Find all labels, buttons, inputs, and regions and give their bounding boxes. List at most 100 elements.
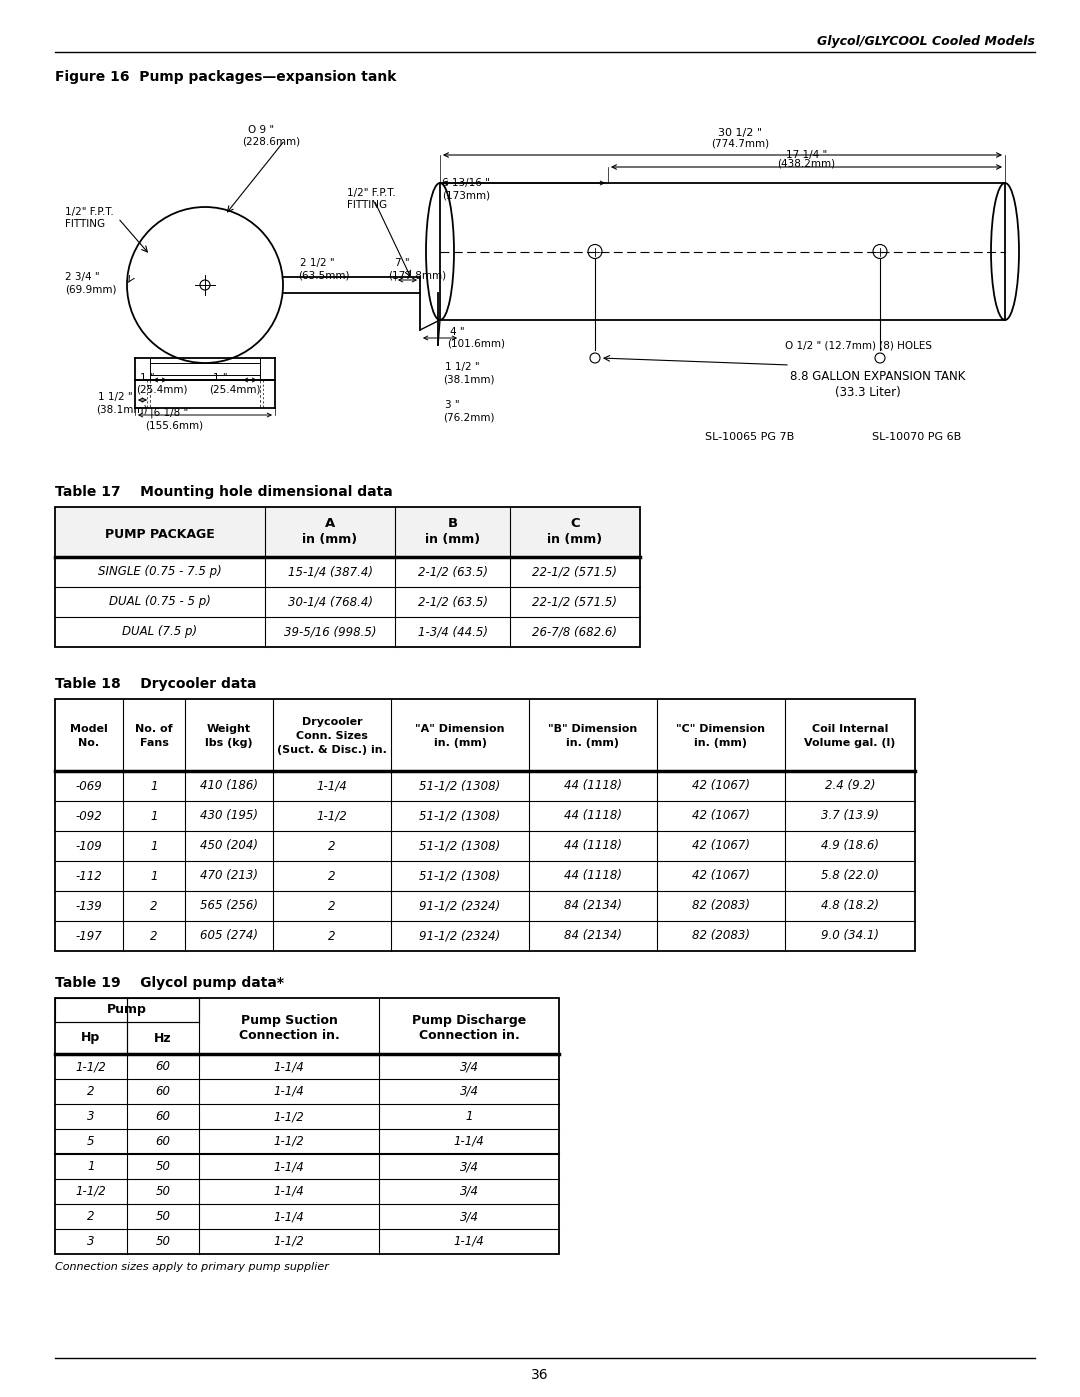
- Text: 2 3/4 ": 2 3/4 ": [65, 272, 99, 282]
- Text: Weight: Weight: [207, 724, 251, 733]
- Bar: [55, 997, 559, 1255]
- Text: (76.2mm): (76.2mm): [443, 412, 495, 422]
- Text: 60: 60: [156, 1060, 171, 1073]
- Text: 8.8 GALLON EXPANSION TANK: 8.8 GALLON EXPANSION TANK: [789, 370, 966, 383]
- Text: 565 (256): 565 (256): [200, 900, 258, 912]
- Text: 44 (1118): 44 (1118): [564, 809, 622, 823]
- Text: 50: 50: [156, 1160, 171, 1173]
- Text: in (mm): in (mm): [302, 534, 357, 546]
- Text: "C" Dimension: "C" Dimension: [676, 724, 766, 733]
- Text: -092: -092: [76, 809, 103, 823]
- Text: -139: -139: [76, 900, 103, 912]
- Text: 1 1/2 ": 1 1/2 ": [445, 362, 480, 372]
- Text: (155.6mm): (155.6mm): [145, 420, 203, 430]
- Text: 51-1/2 (1308): 51-1/2 (1308): [419, 780, 501, 792]
- Text: 470 (213): 470 (213): [200, 869, 258, 883]
- Text: Pump: Pump: [107, 1003, 147, 1017]
- Text: 51-1/2 (1308): 51-1/2 (1308): [419, 809, 501, 823]
- Text: 1-1/4: 1-1/4: [454, 1235, 484, 1248]
- Text: Table 18    Drycooler data: Table 18 Drycooler data: [55, 678, 257, 692]
- Text: 1: 1: [150, 809, 158, 823]
- Text: 5: 5: [87, 1134, 95, 1148]
- Text: 3/4: 3/4: [459, 1060, 478, 1073]
- Text: "A" Dimension: "A" Dimension: [415, 724, 504, 733]
- Text: 17 1/4 ": 17 1/4 ": [786, 149, 827, 161]
- Text: 1-1/4: 1-1/4: [273, 1060, 305, 1073]
- Text: -197: -197: [76, 929, 103, 943]
- Text: 1: 1: [150, 869, 158, 883]
- Text: 1-1/4: 1-1/4: [273, 1085, 305, 1098]
- Text: Connection in.: Connection in.: [419, 1030, 519, 1042]
- Text: Connection sizes apply to primary pump supplier: Connection sizes apply to primary pump s…: [55, 1261, 329, 1273]
- Text: 3/4: 3/4: [459, 1085, 478, 1098]
- Text: (38.1mm): (38.1mm): [443, 374, 495, 384]
- Text: 2: 2: [150, 900, 158, 912]
- Text: 84 (2134): 84 (2134): [564, 900, 622, 912]
- Text: in. (mm): in. (mm): [694, 738, 747, 747]
- Text: No. of: No. of: [135, 724, 173, 733]
- Text: 3/4: 3/4: [459, 1185, 478, 1199]
- Bar: [55, 997, 199, 1023]
- Text: 3/4: 3/4: [459, 1160, 478, 1173]
- Text: SINGLE (0.75 - 7.5 p): SINGLE (0.75 - 7.5 p): [98, 566, 221, 578]
- Text: 1-1/4: 1-1/4: [273, 1185, 305, 1199]
- Text: (Suct. & Disc.) in.: (Suct. & Disc.) in.: [278, 745, 387, 754]
- Text: 1 ": 1 ": [213, 373, 228, 383]
- Text: 3: 3: [87, 1235, 95, 1248]
- Text: 1: 1: [150, 780, 158, 792]
- Text: Pump Suction: Pump Suction: [241, 1014, 337, 1027]
- Text: DUAL (0.75 - 5 p): DUAL (0.75 - 5 p): [109, 595, 211, 609]
- Bar: [55, 507, 640, 557]
- Text: Glycol/GLYCOOL Cooled Models: Glycol/GLYCOOL Cooled Models: [818, 35, 1035, 47]
- Text: Coil Internal: Coil Internal: [812, 724, 888, 733]
- Text: 91-1/2 (2324): 91-1/2 (2324): [419, 929, 501, 943]
- Text: SL-10065 PG 7B: SL-10065 PG 7B: [705, 432, 794, 441]
- Text: -112: -112: [76, 869, 103, 883]
- Text: Hz: Hz: [154, 1031, 172, 1045]
- Text: 39-5/16 (998.5): 39-5/16 (998.5): [284, 626, 376, 638]
- Text: 1-1/4: 1-1/4: [273, 1210, 305, 1222]
- Text: O 9 ": O 9 ": [248, 124, 274, 136]
- Text: (25.4mm): (25.4mm): [210, 386, 260, 395]
- Text: 22-1/2 (571.5): 22-1/2 (571.5): [532, 566, 618, 578]
- Text: 36: 36: [531, 1368, 549, 1382]
- Text: 1-1/2: 1-1/2: [273, 1235, 305, 1248]
- Text: 2: 2: [328, 869, 336, 883]
- Text: (25.4mm): (25.4mm): [136, 386, 188, 395]
- Text: 2: 2: [87, 1085, 95, 1098]
- Text: 1-1/4: 1-1/4: [316, 780, 348, 792]
- Text: 1-1/4: 1-1/4: [454, 1134, 484, 1148]
- Text: (774.7mm): (774.7mm): [711, 138, 769, 148]
- Text: 2: 2: [87, 1210, 95, 1222]
- Bar: [55, 698, 915, 951]
- Text: 4.8 (18.2): 4.8 (18.2): [821, 900, 879, 912]
- Text: 2: 2: [150, 929, 158, 943]
- Text: 1-1/2: 1-1/2: [76, 1060, 106, 1073]
- Text: 1-1/2: 1-1/2: [316, 809, 348, 823]
- Text: Volume gal. (l): Volume gal. (l): [805, 738, 895, 747]
- Text: Figure 16  Pump packages—expansion tank: Figure 16 Pump packages—expansion tank: [55, 70, 396, 84]
- Text: 60: 60: [156, 1085, 171, 1098]
- Text: 1/2" F.P.T.: 1/2" F.P.T.: [65, 207, 113, 217]
- Text: in. (mm): in. (mm): [567, 738, 620, 747]
- Text: No.: No.: [79, 738, 99, 747]
- Text: 6 13/16 ": 6 13/16 ": [442, 177, 490, 189]
- Text: Connection in.: Connection in.: [239, 1030, 339, 1042]
- Text: 2 1/2 ": 2 1/2 ": [300, 258, 335, 268]
- Text: (63.5mm): (63.5mm): [298, 270, 350, 279]
- Text: 4 ": 4 ": [450, 327, 464, 337]
- Text: (69.9mm): (69.9mm): [65, 284, 117, 293]
- Text: 3/4: 3/4: [459, 1210, 478, 1222]
- Text: DUAL (7.5 p): DUAL (7.5 p): [122, 626, 198, 638]
- Text: (38.1mm): (38.1mm): [96, 404, 148, 414]
- Text: 50: 50: [156, 1185, 171, 1199]
- Text: 2-1/2 (63.5): 2-1/2 (63.5): [418, 595, 487, 609]
- Text: 1-3/4 (44.5): 1-3/4 (44.5): [418, 626, 487, 638]
- Text: Hp: Hp: [81, 1031, 100, 1045]
- Text: "B" Dimension: "B" Dimension: [549, 724, 637, 733]
- Text: 42 (1067): 42 (1067): [692, 840, 750, 852]
- Text: 450 (204): 450 (204): [200, 840, 258, 852]
- Text: 605 (274): 605 (274): [200, 929, 258, 943]
- Text: (101.6mm): (101.6mm): [447, 339, 505, 349]
- Bar: [55, 507, 640, 647]
